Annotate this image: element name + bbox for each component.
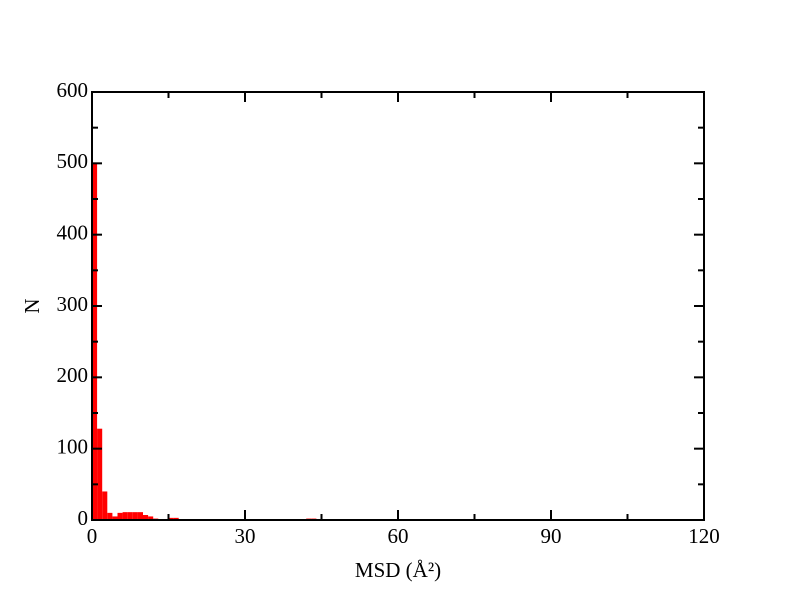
bar	[122, 512, 128, 520]
x-tick-label: 30	[235, 524, 256, 548]
y-tick-label: 600	[57, 78, 89, 102]
bar	[132, 512, 138, 520]
bar	[112, 516, 118, 520]
x-tick-label: 60	[388, 524, 409, 548]
bar	[168, 517, 174, 520]
x-tick-label: 90	[541, 524, 562, 548]
plot-frame	[91, 91, 705, 521]
bar	[137, 512, 143, 520]
y-tick-label: 500	[57, 149, 89, 173]
y-tick-label: 0	[78, 506, 89, 530]
y-tick-label: 400	[57, 220, 89, 244]
bar	[107, 512, 113, 520]
x-axis-label: MSD (Å²)	[355, 558, 441, 582]
bar	[97, 428, 103, 520]
bar	[127, 512, 133, 520]
bar	[102, 491, 108, 520]
x-tick-label: 120	[688, 524, 720, 548]
y-tick-label: 100	[57, 434, 89, 458]
bar	[173, 517, 179, 520]
bar	[148, 516, 154, 520]
bar	[117, 512, 123, 520]
y-tick-label: 200	[57, 363, 89, 387]
x-tick-label: 0	[87, 524, 98, 548]
y-axis-label: N	[20, 298, 44, 313]
y-tick-label: 300	[57, 292, 89, 316]
bar	[143, 515, 149, 520]
